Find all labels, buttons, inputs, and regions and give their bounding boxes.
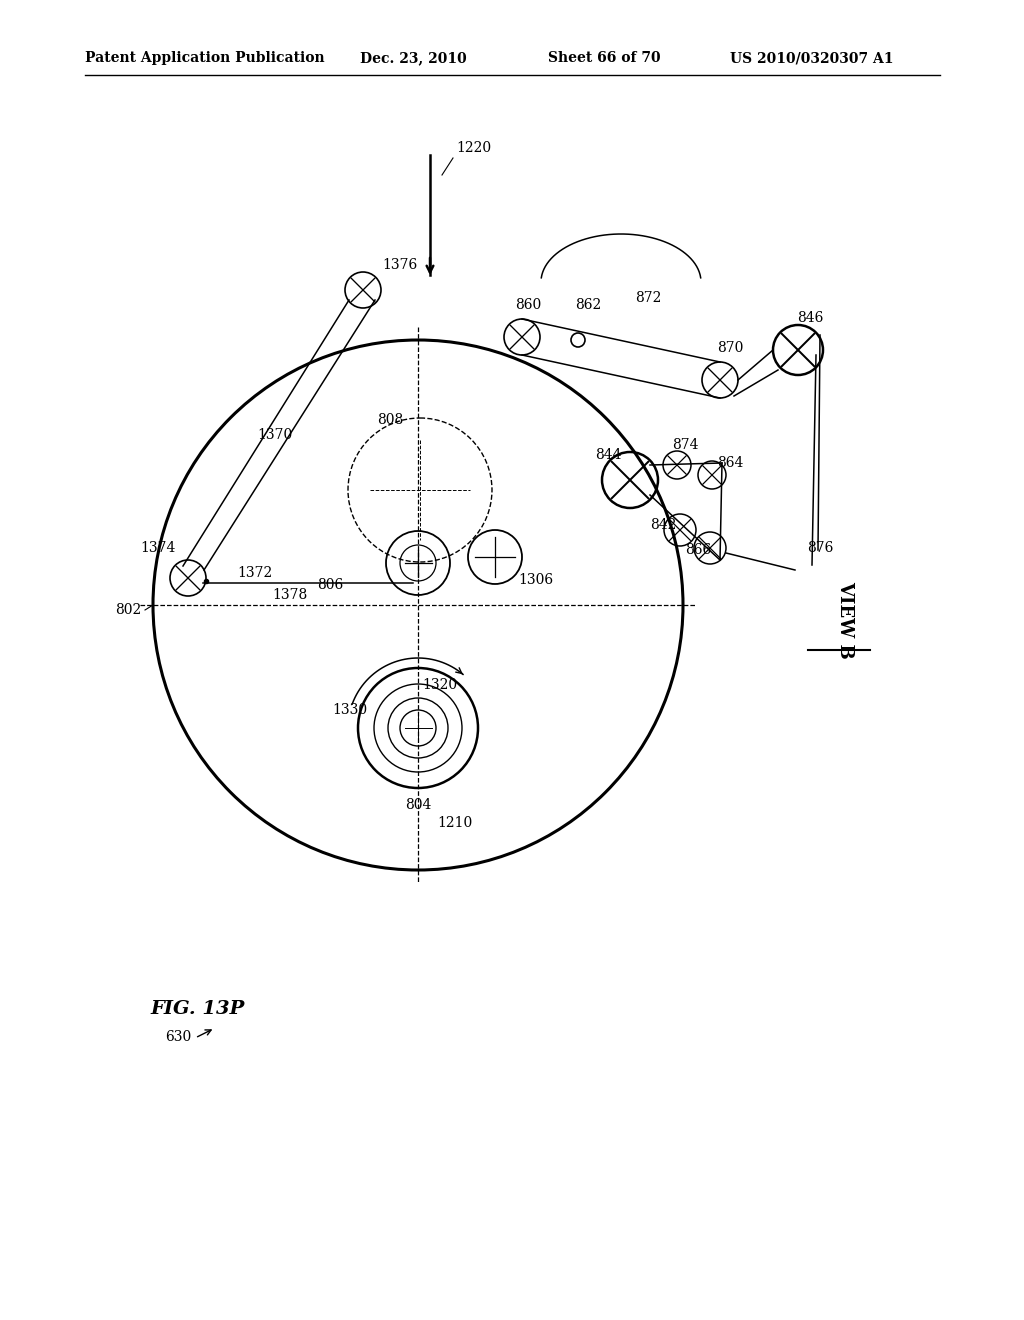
Text: 802: 802	[115, 603, 141, 616]
Text: 1372: 1372	[238, 566, 272, 579]
Text: 846: 846	[797, 312, 823, 325]
Text: 1370: 1370	[257, 428, 293, 442]
Text: 860: 860	[515, 298, 541, 312]
Text: 866: 866	[685, 543, 711, 557]
Text: 864: 864	[717, 455, 743, 470]
Text: US 2010/0320307 A1: US 2010/0320307 A1	[730, 51, 894, 65]
Text: Sheet 66 of 70: Sheet 66 of 70	[548, 51, 660, 65]
Text: FIG. 13P: FIG. 13P	[150, 1001, 245, 1018]
Text: 876: 876	[807, 541, 834, 554]
Text: 804: 804	[404, 799, 431, 812]
Text: 862: 862	[574, 298, 601, 312]
Text: 1374: 1374	[140, 541, 176, 554]
Text: 872: 872	[635, 290, 662, 305]
Text: Dec. 23, 2010: Dec. 23, 2010	[360, 51, 467, 65]
Text: 1376: 1376	[382, 257, 418, 272]
Text: 808: 808	[377, 413, 403, 426]
Text: 1320: 1320	[423, 678, 458, 692]
Text: 1306: 1306	[518, 573, 554, 587]
Text: 1330: 1330	[333, 704, 368, 717]
Text: 1220: 1220	[456, 141, 492, 154]
Text: 842: 842	[650, 517, 676, 532]
Text: 870: 870	[717, 341, 743, 355]
Text: 1210: 1210	[437, 816, 473, 830]
Text: Patent Application Publication: Patent Application Publication	[85, 51, 325, 65]
Text: 1378: 1378	[272, 587, 307, 602]
Text: 844: 844	[595, 447, 622, 462]
Text: 874: 874	[672, 438, 698, 451]
Text: 806: 806	[316, 578, 343, 591]
Text: VIEW B: VIEW B	[836, 581, 854, 659]
Text: 630: 630	[165, 1030, 191, 1044]
